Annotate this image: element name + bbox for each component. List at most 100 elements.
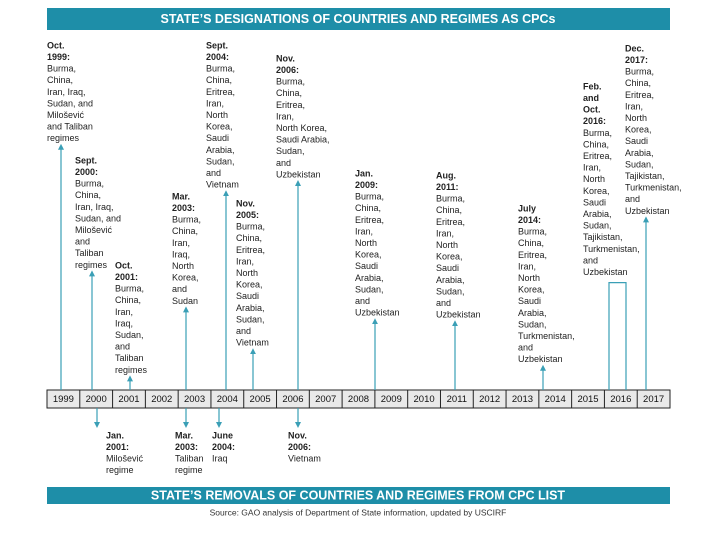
- designation-text: Saudi: [236, 291, 259, 301]
- designation-text: Iraq,: [172, 249, 190, 259]
- designation-text: Vietnam: [236, 338, 269, 348]
- designation-text: Uzbekistan: [355, 308, 400, 318]
- designation-text: Iran,: [518, 261, 536, 271]
- designation-text: Arabia,: [355, 273, 384, 283]
- designation-date: Jan.: [355, 168, 373, 178]
- designation-text: Korea,: [172, 273, 199, 283]
- designation-text: Tajikistan,: [583, 232, 623, 242]
- designation-text: and: [355, 296, 370, 306]
- footer-band: [47, 487, 670, 504]
- year-label: 2007: [315, 394, 336, 405]
- bracket-connector: [608, 282, 627, 390]
- designation-date: 2003:: [172, 203, 195, 213]
- designation-text: Eritrea,: [206, 87, 235, 97]
- designation-text: Saudi: [518, 296, 541, 306]
- designation-date: 2001:: [115, 272, 138, 282]
- designation-date: Oct.: [47, 40, 65, 50]
- designation-text: Uzbekistan: [436, 310, 481, 320]
- designation-text: regimes: [75, 260, 108, 270]
- removal-text: Taliban: [175, 454, 204, 464]
- designation-text: China,: [276, 88, 302, 98]
- designation-text: China,: [625, 78, 651, 88]
- year-label: 2001: [118, 394, 139, 405]
- designation-text: North: [583, 174, 605, 184]
- designation-text: Burma,: [172, 215, 201, 225]
- designation-text: Iran,: [583, 163, 601, 173]
- designation-text: North Korea,: [276, 123, 327, 133]
- designation-text: Sudan,: [115, 330, 144, 340]
- designation-text: Eritrea,: [625, 90, 654, 100]
- designation-text: Taliban: [115, 353, 144, 363]
- removal-text: Iraq: [212, 454, 228, 464]
- designation-text: Saudi: [583, 197, 606, 207]
- designation-text: Eritrea,: [236, 245, 265, 255]
- designation-text: Burma,: [206, 64, 235, 74]
- removal-date: June: [212, 430, 233, 440]
- designation-date: 2009:: [355, 180, 378, 190]
- designation-text: Burma,: [625, 67, 654, 77]
- year-label: 2011: [447, 394, 467, 405]
- year-label: 2004: [217, 394, 238, 405]
- designation-text: China,: [236, 233, 262, 243]
- designation-date: 2011:: [436, 182, 459, 192]
- designation-text: Eritrea,: [436, 217, 465, 227]
- designation-text: and: [236, 326, 251, 336]
- designation-text: Iran,: [172, 238, 190, 248]
- designation-text: Arabia,: [436, 275, 465, 285]
- designation-date: Aug.: [436, 170, 456, 180]
- source: Source: GAO analysis of Department of St…: [210, 507, 507, 517]
- designation-text: and: [115, 342, 130, 352]
- removal-date: Jan.: [106, 430, 124, 440]
- designation-date: 2004:: [206, 52, 229, 62]
- designation-text: North: [206, 110, 228, 120]
- designation-text: Burma,: [75, 179, 104, 189]
- designation-text: North: [625, 113, 647, 123]
- designation-text: Burma,: [47, 64, 76, 74]
- designation-date: Oct.: [115, 260, 133, 270]
- designation-text: Arabia,: [625, 148, 654, 158]
- designation-date: Sept.: [206, 40, 228, 50]
- year-label: 1999: [53, 394, 74, 405]
- designation-text: China,: [436, 205, 462, 215]
- year-label: 2017: [643, 394, 664, 405]
- designation-text: Korea,: [236, 280, 263, 290]
- annotations: 1999 2000 2001 2002 2003 2004 2005 2006 2007 2008…: [47, 40, 682, 475]
- designation-text: Milošević: [75, 225, 113, 235]
- designation-text: Sudan,: [355, 284, 384, 294]
- designation-text: Uzbekistan: [518, 354, 563, 364]
- removal-text: Milošević: [106, 454, 144, 464]
- designation-text: Iran, Iraq,: [47, 87, 86, 97]
- designation-text: Saudi Arabia,: [276, 135, 330, 145]
- year-label: 2010: [414, 394, 435, 405]
- designation-text: Iran,: [625, 101, 643, 111]
- designation-text: Burma,: [583, 128, 612, 138]
- removal-date: Nov.: [288, 430, 307, 440]
- designation-text: Uzbekistan: [625, 206, 670, 216]
- designation-text: Eritrea,: [583, 151, 612, 161]
- designation-text: Arabia,: [236, 303, 265, 313]
- designation-text: Korea,: [583, 186, 610, 196]
- designation-text: China,: [115, 295, 141, 305]
- year-label: 2008: [348, 394, 369, 405]
- designation-text: and: [206, 168, 221, 178]
- designation-text: Arabia,: [206, 145, 235, 155]
- designation-text: Taliban: [75, 248, 104, 258]
- designation-date: 2017:: [625, 55, 648, 65]
- designation-text: North: [518, 273, 540, 283]
- designation-date: Dec.: [625, 43, 644, 53]
- designation-text: Sudan,: [625, 159, 654, 169]
- designation-text: Iran,: [206, 98, 224, 108]
- removal-date: 2004:: [212, 442, 235, 452]
- year-label: 2000: [86, 394, 107, 405]
- footer-title: STATE’S REMOVALS OF COUNTRIES AND REGIME…: [151, 488, 565, 502]
- designation-text: North: [436, 240, 458, 250]
- designation-text: Uzbekistan: [583, 267, 628, 277]
- designation-text: Korea,: [625, 125, 652, 135]
- designation-text: Saudi: [436, 263, 459, 273]
- designation-text: Iraq,: [115, 318, 133, 328]
- designation-text: Sudan,: [206, 156, 235, 166]
- header-band: [47, 8, 670, 30]
- designation-text: regimes: [47, 133, 80, 143]
- designation-date: Nov.: [276, 53, 295, 63]
